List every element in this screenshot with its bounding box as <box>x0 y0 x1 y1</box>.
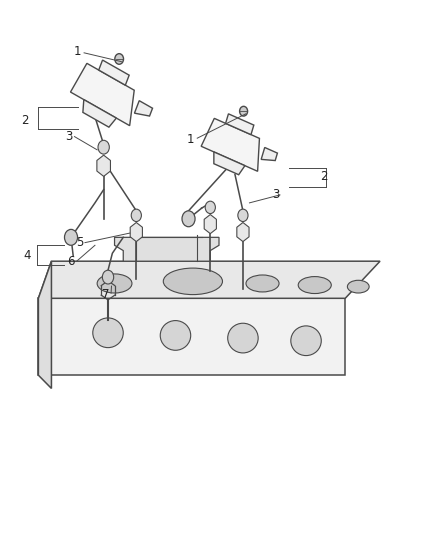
Circle shape <box>205 201 215 214</box>
Ellipse shape <box>246 275 279 292</box>
Polygon shape <box>39 261 51 389</box>
Text: 1: 1 <box>74 45 81 58</box>
Ellipse shape <box>228 323 258 353</box>
Ellipse shape <box>97 274 132 293</box>
Ellipse shape <box>160 320 191 350</box>
Text: 6: 6 <box>67 255 75 268</box>
Circle shape <box>102 270 114 284</box>
Polygon shape <box>201 118 259 171</box>
Circle shape <box>182 211 195 227</box>
Polygon shape <box>83 100 117 127</box>
Polygon shape <box>97 155 110 176</box>
Polygon shape <box>71 63 134 126</box>
Text: 2: 2 <box>320 170 327 183</box>
Circle shape <box>115 54 124 64</box>
Text: 1: 1 <box>187 133 194 146</box>
Polygon shape <box>39 298 345 375</box>
Polygon shape <box>130 222 142 241</box>
Polygon shape <box>39 261 380 298</box>
Polygon shape <box>99 60 129 85</box>
Ellipse shape <box>347 280 369 293</box>
Circle shape <box>240 106 247 116</box>
Text: 3: 3 <box>65 130 73 143</box>
Circle shape <box>64 229 78 245</box>
Polygon shape <box>261 148 277 160</box>
Ellipse shape <box>163 268 223 295</box>
Polygon shape <box>204 215 216 233</box>
Polygon shape <box>226 114 254 135</box>
Text: 5: 5 <box>76 236 83 249</box>
Polygon shape <box>214 152 245 175</box>
Text: 2: 2 <box>21 114 29 127</box>
Ellipse shape <box>298 277 331 294</box>
Polygon shape <box>115 237 219 261</box>
Ellipse shape <box>93 318 123 348</box>
Text: 7: 7 <box>102 288 110 301</box>
Polygon shape <box>134 101 152 116</box>
Ellipse shape <box>291 326 321 356</box>
Circle shape <box>238 209 248 222</box>
Circle shape <box>131 209 141 222</box>
Circle shape <box>98 140 110 154</box>
Text: 3: 3 <box>272 189 279 201</box>
Polygon shape <box>237 222 249 241</box>
Text: 4: 4 <box>23 249 30 262</box>
